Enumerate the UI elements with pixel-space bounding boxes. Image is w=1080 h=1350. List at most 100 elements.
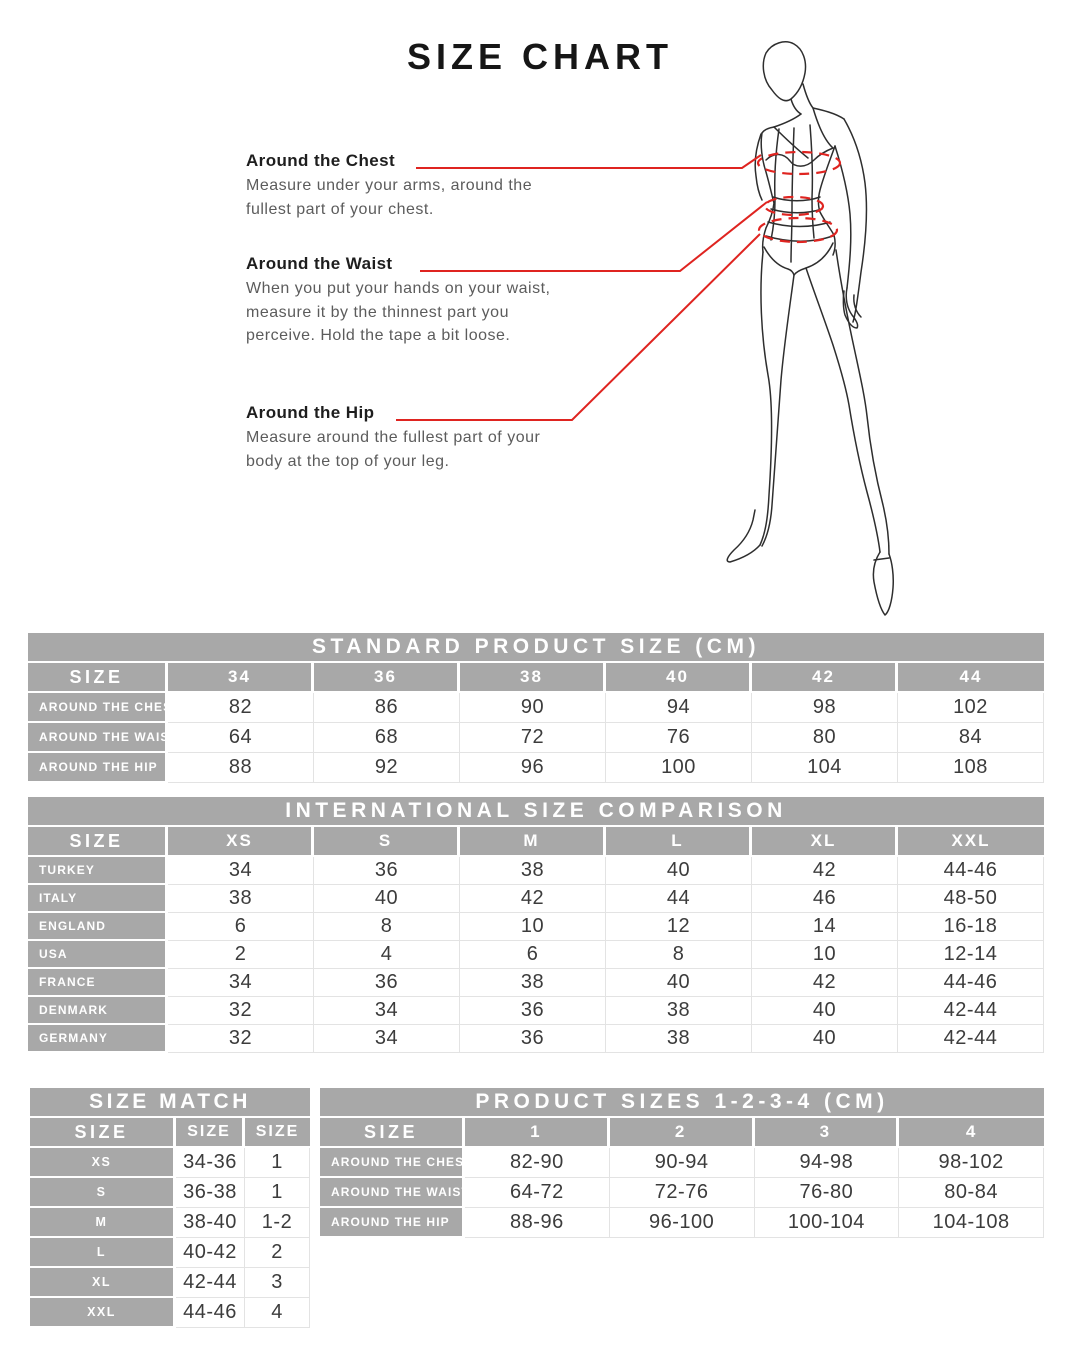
table-cell: 86: [314, 693, 460, 723]
column-header: XS: [168, 827, 314, 857]
annotation-waist-heading: Around the Waist: [246, 254, 393, 273]
table-cell: 44: [606, 885, 752, 913]
table-row: USA 2 4 6 8 10 12-14: [28, 941, 1044, 969]
croquis-line-art: [726, 41, 894, 616]
table-cell: 98: [752, 693, 898, 723]
table-cell: 76-80: [754, 1178, 900, 1208]
row-label: TURKEY: [28, 857, 168, 885]
table-cell: 42: [752, 857, 898, 885]
table-cell: 38: [168, 885, 314, 913]
row-label: AROUND THE CHEST: [320, 1148, 465, 1178]
table-row: M 38-40 1-2: [30, 1208, 310, 1238]
table-cell: 40: [314, 885, 460, 913]
column-header: 34: [168, 663, 314, 693]
table-header-row: SIZE 34 36 38 40 42 44: [28, 663, 1044, 693]
table-cell: 96-100: [609, 1208, 755, 1238]
table-header-row: SIZE XS S M L XL XXL: [28, 827, 1044, 857]
table-cell: 38: [460, 857, 606, 885]
column-header: SIZE: [245, 1118, 310, 1148]
table-cell: 14: [752, 913, 898, 941]
column-header: XXL: [898, 827, 1044, 857]
table-cell: 104-108: [899, 1208, 1044, 1238]
table-row: AROUND THE CHEST 82-90 90-94 94-98 98-102: [320, 1148, 1044, 1178]
row-label: XL: [30, 1268, 176, 1298]
fashion-figure-illustration: [396, 41, 894, 616]
row-label: ITALY: [28, 885, 168, 913]
table-cell: 40: [752, 1025, 898, 1053]
table-cell: 38: [606, 997, 752, 1025]
table-cell: 10: [752, 941, 898, 969]
table-row: ITALY 38 40 42 44 46 48-50: [28, 885, 1044, 913]
table-cell: 72: [460, 723, 606, 753]
table-cell: 1: [245, 1178, 310, 1208]
table-row: AROUND THE WAIST 64-72 72-76 76-80 80-84: [320, 1178, 1044, 1208]
table-cell: 44-46: [176, 1298, 245, 1328]
table-cell: 34: [314, 1025, 460, 1053]
table-cell: 10: [460, 913, 606, 941]
column-header: 3: [754, 1118, 900, 1148]
table-cell: 94: [606, 693, 752, 723]
table-cell: 100-104: [754, 1208, 900, 1238]
table-cell: 32: [168, 1025, 314, 1053]
table-cell: 64: [168, 723, 314, 753]
table-row: DENMARK 32 34 36 38 40 42-44: [28, 997, 1044, 1025]
table-cell: 16-18: [898, 913, 1044, 941]
table-cell: 34: [168, 969, 314, 997]
table-row: GERMANY 32 34 36 38 40 42-44: [28, 1025, 1044, 1053]
table-cell: 84: [898, 723, 1044, 753]
table-cell: 12-14: [898, 941, 1044, 969]
table-cell: 2: [168, 941, 314, 969]
annotation-chest-body: Measure under your arms, around the full…: [246, 177, 533, 218]
table-cell: 44-46: [898, 857, 1044, 885]
table-cell: 3: [245, 1268, 310, 1298]
table-row: TURKEY 34 36 38 40 42 44-46: [28, 857, 1044, 885]
hip-measure-ellipse: [757, 216, 839, 244]
table-cell: 12: [606, 913, 752, 941]
table-product-sizes: PRODUCT SIZES 1-2-3-4 (CM) SIZE 1 2 3 4 AROUND…: [320, 1088, 1044, 1238]
column-header: XL: [752, 827, 898, 857]
table-international-size-comparison: INTERNATIONAL SIZE COMPARISON SIZE XS S M L XL…: [28, 797, 1044, 1053]
column-header: 2: [609, 1118, 755, 1148]
table-cell: 6: [168, 913, 314, 941]
row-label: AROUND THE WAIST: [320, 1178, 465, 1208]
table-cell: 40: [606, 857, 752, 885]
table-cell: 4: [245, 1298, 310, 1328]
table-row: L 40-42 2: [30, 1238, 310, 1268]
table-row: ENGLAND 6 8 10 12 14 16-18: [28, 913, 1044, 941]
column-header: S: [314, 827, 460, 857]
row-label: GERMANY: [28, 1025, 168, 1053]
annotation-hip-heading: Around the Hip: [246, 403, 375, 422]
annotation-chest-heading: Around the Chest: [246, 151, 396, 170]
table-cell: 76: [606, 723, 752, 753]
row-label: DENMARK: [28, 997, 168, 1025]
table-cell: 48-50: [898, 885, 1044, 913]
table-cell: 68: [314, 723, 460, 753]
annotation-hip-body: Measure around the fullest part of your …: [246, 429, 541, 470]
annotation-waist: Around the Waist When you put your hands…: [246, 253, 646, 348]
table-cell: 6: [460, 941, 606, 969]
table-cell: 80-84: [899, 1178, 1044, 1208]
table-cell: 102: [898, 693, 1044, 723]
table-title: INTERNATIONAL SIZE COMPARISON: [28, 797, 1044, 825]
table-cell: 90-94: [609, 1148, 755, 1178]
table-cell: 2: [245, 1238, 310, 1268]
table-cell: 82-90: [465, 1148, 610, 1178]
column-header: SIZE: [176, 1118, 245, 1148]
table-header-row: SIZE 1 2 3 4: [320, 1118, 1044, 1148]
table-cell: 40: [752, 997, 898, 1025]
row-label: S: [30, 1178, 176, 1208]
row-label: L: [30, 1238, 176, 1268]
chest-measure-ellipse: [756, 150, 842, 176]
row-label: AROUND THE HIP: [320, 1208, 465, 1238]
table-cell: 88-96: [465, 1208, 610, 1238]
table-cell: 64-72: [465, 1178, 610, 1208]
column-header: 40: [606, 663, 752, 693]
table-cell: 40-42: [176, 1238, 245, 1268]
table-cell: 1: [245, 1148, 310, 1178]
table-cell: 34: [314, 997, 460, 1025]
row-label: USA: [28, 941, 168, 969]
table-cell: 34-36: [176, 1148, 245, 1178]
table-cell: 98-102: [899, 1148, 1044, 1178]
table-cell: 40: [606, 969, 752, 997]
row-label: AROUND THE CHEST: [28, 693, 168, 723]
